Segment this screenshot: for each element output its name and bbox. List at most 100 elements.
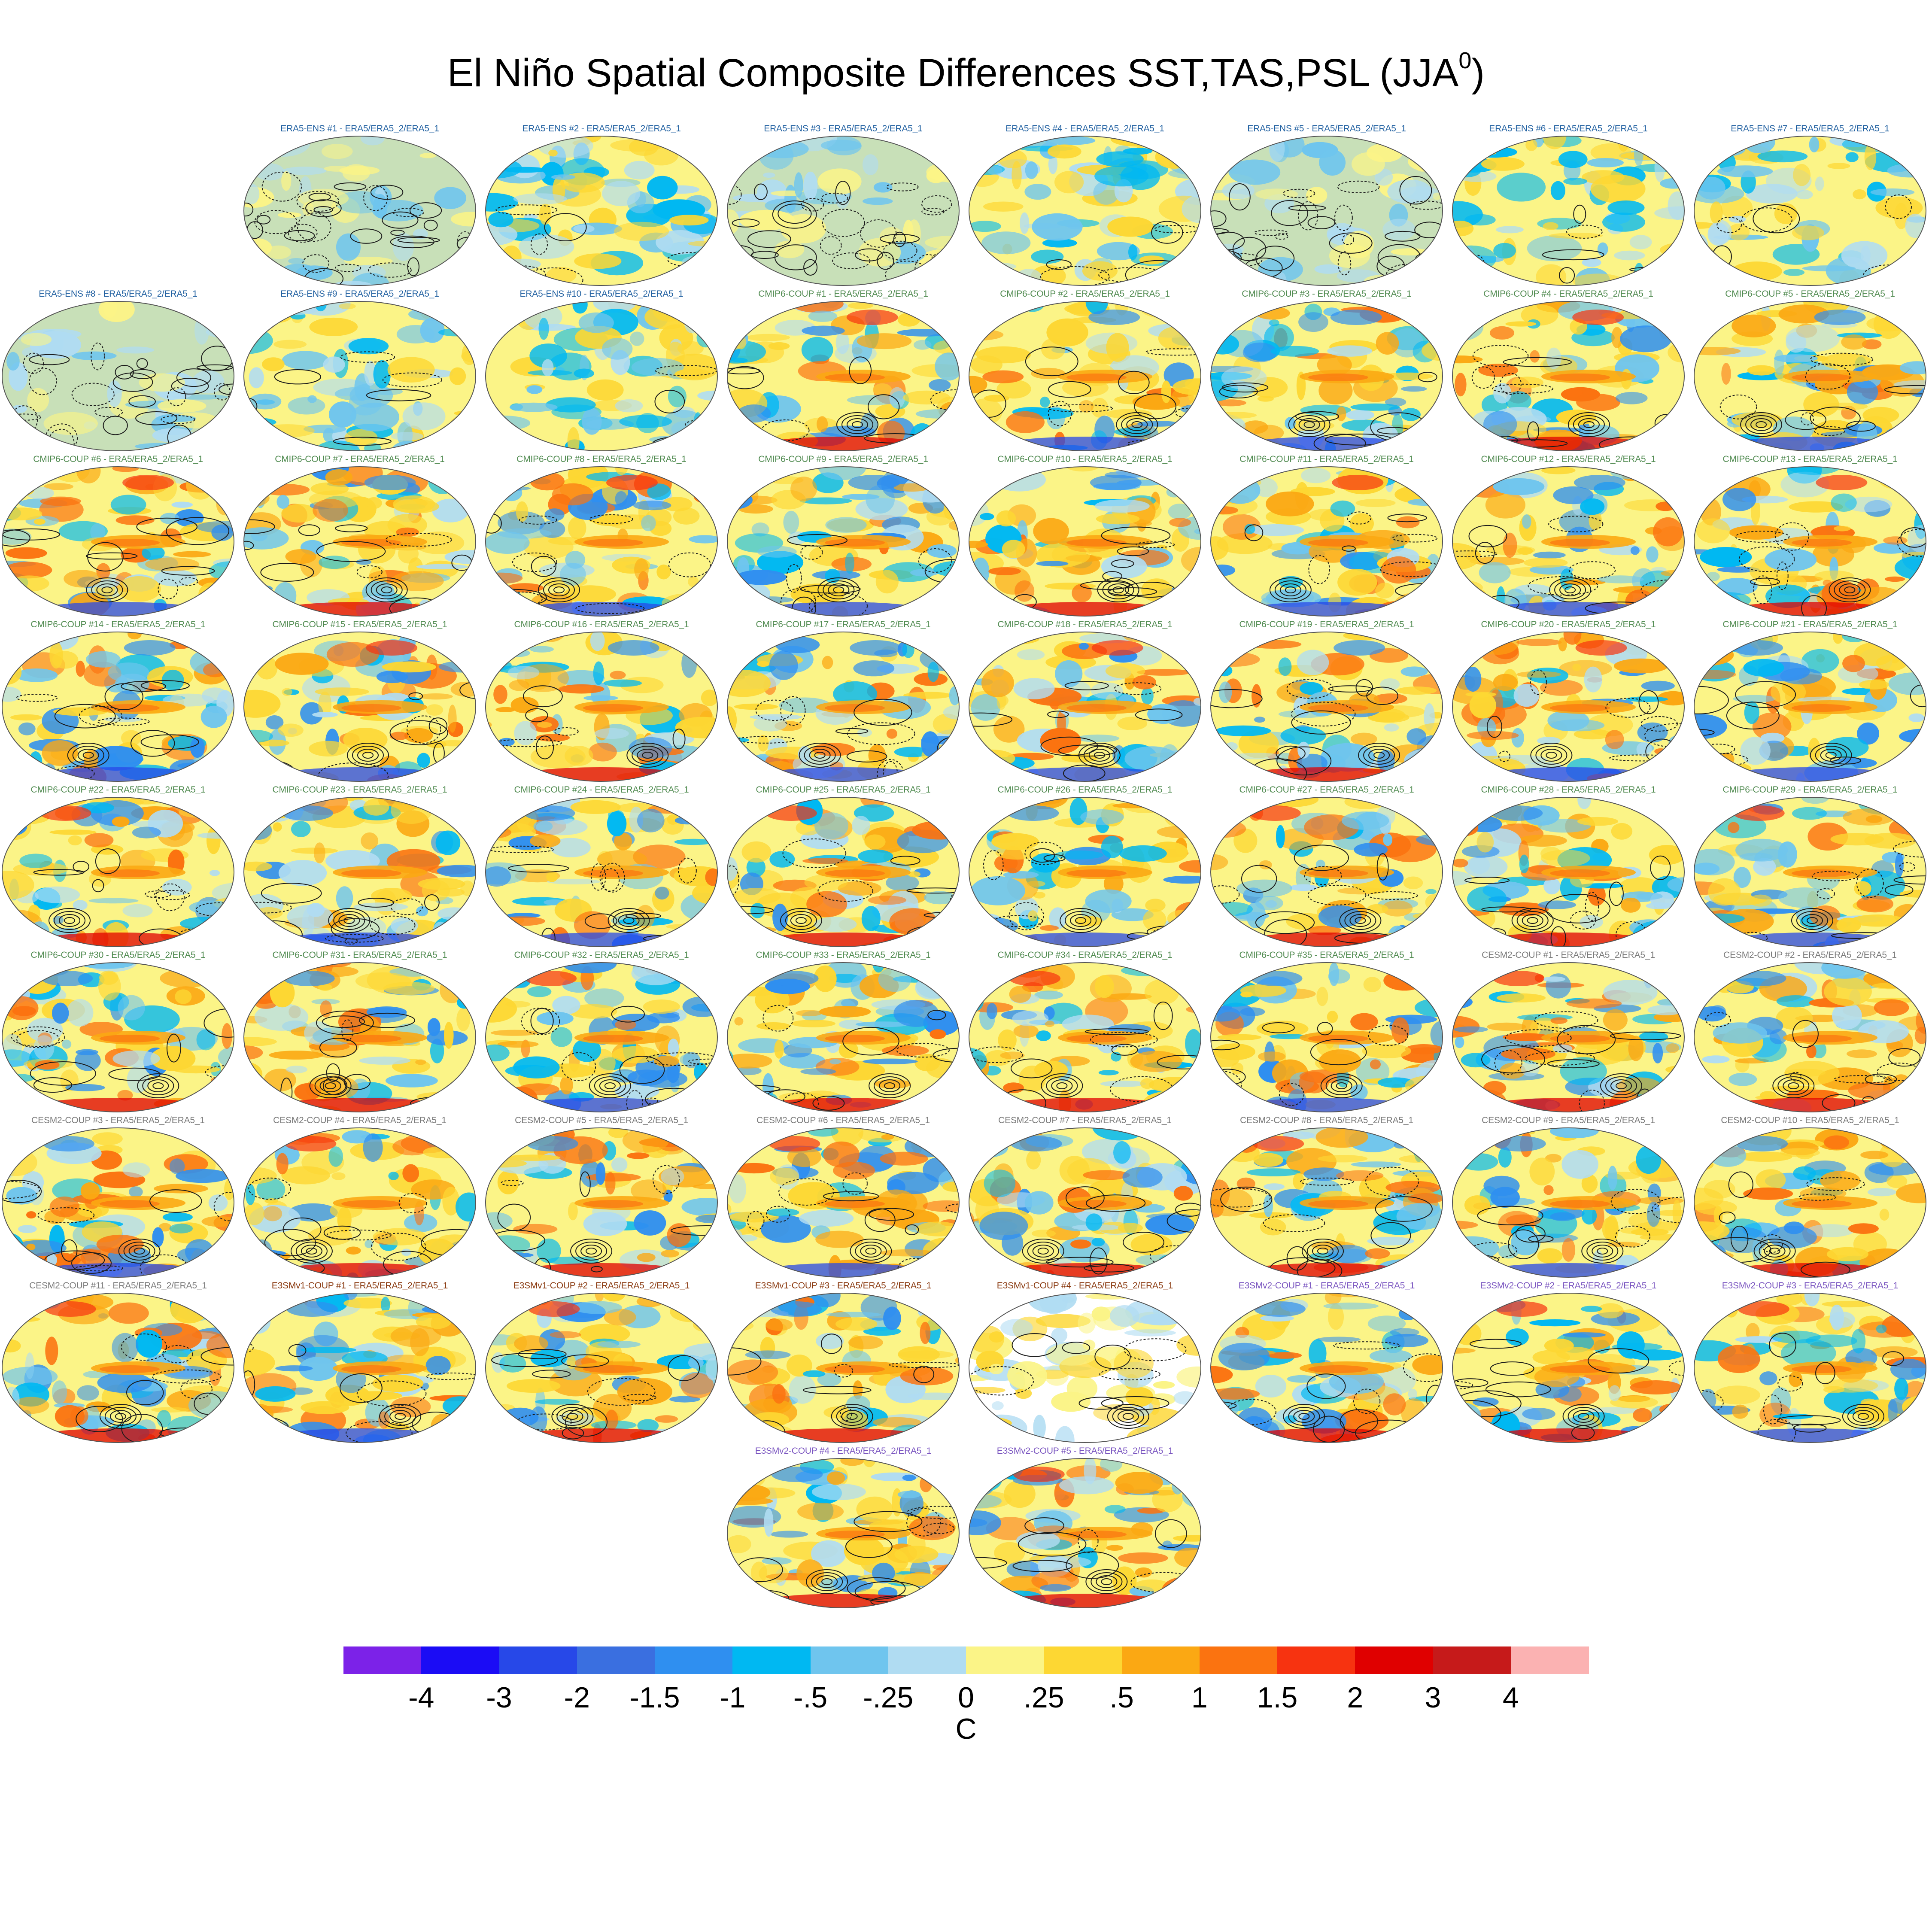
panel-title: E3SMv2-COUP #4 - ERA5/ERA5_2/ERA5_1	[755, 1446, 932, 1456]
map-panel: CMIP6-COUP #9 - ERA5/ERA5_2/ERA5_1	[726, 454, 960, 617]
map-panel: CESM2-COUP #9 - ERA5/ERA5_2/ERA5_1	[1451, 1115, 1686, 1279]
map-panel: CMIP6-COUP #18 - ERA5/ERA5_2/ERA5_1	[968, 620, 1202, 783]
robinson-map	[2, 632, 234, 782]
map-panel: CESM2-COUP #3 - ERA5/ERA5_2/ERA5_1	[1, 1115, 235, 1279]
panel-title: CMIP6-COUP #8 - ERA5/ERA5_2/ERA5_1	[516, 454, 687, 464]
colorbar-swatch	[421, 1646, 499, 1674]
robinson-map	[969, 466, 1201, 617]
colorbar-tick-label: -.5	[793, 1681, 828, 1714]
map-panel: CMIP6-COUP #32 - ERA5/ERA5_2/ERA5_1	[484, 950, 719, 1113]
panel-title: CMIP6-COUP #5 - ERA5/ERA5_2/ERA5_1	[1725, 289, 1895, 299]
robinson-map	[1452, 632, 1685, 782]
figure-title: El Niño Spatial Composite Differences SS…	[447, 48, 1485, 95]
panel-title: CESM2-COUP #2 - ERA5/ERA5_2/ERA5_1	[1723, 950, 1897, 960]
map-panel: CMIP6-COUP #23 - ERA5/ERA5_2/ERA5_1	[243, 785, 477, 948]
robinson-map	[1452, 466, 1685, 617]
map-panel: CMIP6-COUP #10 - ERA5/ERA5_2/ERA5_1	[968, 454, 1202, 617]
robinson-map	[2, 301, 234, 451]
panel-title: CMIP6-COUP #15 - ERA5/ERA5_2/ERA5_1	[272, 620, 447, 629]
robinson-map	[1694, 136, 1926, 286]
map-panel: E3SMv2-COUP #5 - ERA5/ERA5_2/ERA5_1	[968, 1446, 1202, 1609]
robinson-map	[2, 1293, 234, 1443]
panel-title: CMIP6-COUP #17 - ERA5/ERA5_2/ERA5_1	[756, 620, 931, 629]
map-panel: ERA5-ENS #3 - ERA5/ERA5_2/ERA5_1	[726, 124, 960, 287]
panel-title: CESM2-COUP #1 - ERA5/ERA5_2/ERA5_1	[1482, 950, 1655, 960]
robinson-map	[485, 1293, 718, 1443]
colorbar-tick-label: -2	[564, 1681, 590, 1714]
map-panel: CMIP6-COUP #34 - ERA5/ERA5_2/ERA5_1	[968, 950, 1202, 1113]
robinson-map	[1694, 962, 1926, 1112]
robinson-map	[969, 962, 1201, 1112]
robinson-map	[485, 797, 718, 947]
colorbar-unit-label: C	[955, 1713, 977, 1745]
map-panel: CESM2-COUP #6 - ERA5/ERA5_2/ERA5_1	[726, 1115, 960, 1279]
robinson-map	[727, 136, 960, 286]
robinson-map	[727, 797, 960, 947]
robinson-map	[1694, 632, 1926, 782]
map-panel: CMIP6-COUP #25 - ERA5/ERA5_2/ERA5_1	[726, 785, 960, 948]
robinson-map	[1694, 1293, 1926, 1443]
map-panel: ERA5-ENS #10 - ERA5/ERA5_2/ERA5_1	[484, 289, 719, 452]
colorbar-tick-label: 4	[1502, 1681, 1519, 1714]
map-panel: E3SMv1-COUP #4 - ERA5/ERA5_2/ERA5_1	[968, 1281, 1202, 1444]
robinson-map	[2, 466, 234, 617]
robinson-map	[727, 1458, 960, 1608]
panel-title: CMIP6-COUP #12 - ERA5/ERA5_2/ERA5_1	[1481, 454, 1656, 464]
panel-title: ERA5-ENS #1 - ERA5/ERA5_2/ERA5_1	[280, 124, 439, 134]
colorbar-swatch	[1355, 1646, 1433, 1674]
panel-title: CMIP6-COUP #31 - ERA5/ERA5_2/ERA5_1	[272, 950, 447, 960]
colorbar-swatch	[810, 1646, 889, 1674]
map-panel: CMIP6-COUP #21 - ERA5/ERA5_2/ERA5_1	[1693, 620, 1927, 783]
panel-title: CMIP6-COUP #7 - ERA5/ERA5_2/ERA5_1	[275, 454, 445, 464]
panel-title: CMIP6-COUP #33 - ERA5/ERA5_2/ERA5_1	[756, 950, 931, 960]
robinson-map	[727, 301, 960, 451]
colorbar-swatch	[966, 1646, 1044, 1674]
robinson-map	[727, 1293, 960, 1443]
panel-title: ERA5-ENS #9 - ERA5/ERA5_2/ERA5_1	[280, 289, 439, 299]
map-panel: CMIP6-COUP #8 - ERA5/ERA5_2/ERA5_1	[484, 454, 719, 617]
map-panel: CESM2-COUP #10 - ERA5/ERA5_2/ERA5_1	[1693, 1115, 1927, 1279]
panel-title: CMIP6-COUP #22 - ERA5/ERA5_2/ERA5_1	[30, 785, 206, 795]
panel-title: CMIP6-COUP #34 - ERA5/ERA5_2/ERA5_1	[997, 950, 1173, 960]
panel-title: E3SMv2-COUP #3 - ERA5/ERA5_2/ERA5_1	[1722, 1281, 1899, 1291]
panel-title: ERA5-ENS #6 - ERA5/ERA5_2/ERA5_1	[1489, 124, 1648, 134]
robinson-map	[969, 136, 1201, 286]
panel-title: E3SMv2-COUP #5 - ERA5/ERA5_2/ERA5_1	[996, 1446, 1173, 1456]
colorbar-tick-label: .25	[1023, 1681, 1064, 1714]
map-panel: CESM2-COUP #7 - ERA5/ERA5_2/ERA5_1	[968, 1115, 1202, 1279]
robinson-map	[2, 1127, 234, 1278]
map-panel: ERA5-ENS #1 - ERA5/ERA5_2/ERA5_1	[243, 124, 477, 287]
robinson-map	[1210, 136, 1443, 286]
colorbar-tick-label: -1.5	[629, 1681, 680, 1714]
map-panel: CMIP6-COUP #13 - ERA5/ERA5_2/ERA5_1	[1693, 454, 1927, 617]
panel-title: CMIP6-COUP #19 - ERA5/ERA5_2/ERA5_1	[1239, 620, 1414, 629]
panel-title: ERA5-ENS #7 - ERA5/ERA5_2/ERA5_1	[1731, 124, 1889, 134]
map-panel: ERA5-ENS #4 - ERA5/ERA5_2/ERA5_1	[968, 124, 1202, 287]
map-panel: CESM2-COUP #1 - ERA5/ERA5_2/ERA5_1	[1451, 950, 1686, 1113]
colorbar-tick-label: -3	[486, 1681, 512, 1714]
panel-title: CMIP6-COUP #29 - ERA5/ERA5_2/ERA5_1	[1722, 785, 1898, 795]
panel-title: CMIP6-COUP #1 - ERA5/ERA5_2/ERA5_1	[758, 289, 928, 299]
panel-title: CMIP6-COUP #30 - ERA5/ERA5_2/ERA5_1	[30, 950, 206, 960]
colorbar-swatch	[888, 1646, 966, 1674]
panel-title: CMIP6-COUP #28 - ERA5/ERA5_2/ERA5_1	[1481, 785, 1656, 795]
map-panel: ERA5-ENS #7 - ERA5/ERA5_2/ERA5_1	[1693, 124, 1927, 287]
robinson-map	[243, 632, 476, 782]
panel-title: ERA5-ENS #2 - ERA5/ERA5_2/ERA5_1	[522, 124, 681, 134]
panel-title: CMIP6-COUP #20 - ERA5/ERA5_2/ERA5_1	[1481, 620, 1656, 629]
robinson-map	[2, 962, 234, 1112]
robinson-map	[969, 797, 1201, 947]
map-panel: CMIP6-COUP #4 - ERA5/ERA5_2/ERA5_1	[1451, 289, 1686, 452]
colorbar-tick-label: 3	[1425, 1681, 1441, 1714]
panel-title: CMIP6-COUP #18 - ERA5/ERA5_2/ERA5_1	[997, 620, 1173, 629]
map-panel: CMIP6-COUP #12 - ERA5/ERA5_2/ERA5_1	[1451, 454, 1686, 617]
robinson-map	[243, 466, 476, 617]
robinson-map	[1210, 1293, 1443, 1443]
map-panel: E3SMv1-COUP #3 - ERA5/ERA5_2/ERA5_1	[726, 1281, 960, 1444]
panel-title: ERA5-ENS #5 - ERA5/ERA5_2/ERA5_1	[1247, 124, 1406, 134]
robinson-map	[1694, 797, 1926, 947]
robinson-map	[2, 797, 234, 947]
map-panel: CMIP6-COUP #20 - ERA5/ERA5_2/ERA5_1	[1451, 620, 1686, 783]
panel-title: ERA5-ENS #8 - ERA5/ERA5_2/ERA5_1	[39, 289, 197, 299]
map-panel: CMIP6-COUP #19 - ERA5/ERA5_2/ERA5_1	[1209, 620, 1444, 783]
